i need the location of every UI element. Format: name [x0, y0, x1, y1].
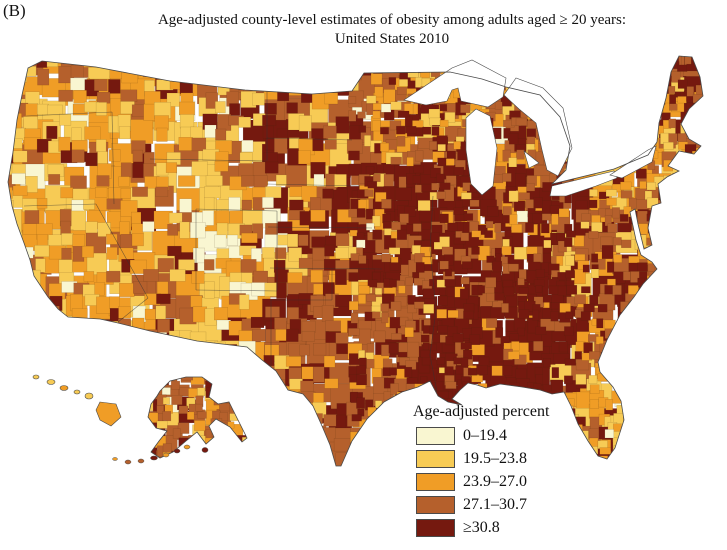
figure-title: Age-adjusted county-level estimates of o… — [92, 11, 692, 49]
figure-title-line2: United States 2010 — [334, 31, 450, 47]
figure-title-line1: Age-adjusted county-level estimates of o… — [157, 12, 627, 28]
legend-row: 27.1–30.7 — [416, 494, 549, 517]
alaska-coastline — [147, 376, 248, 459]
legend-class-label: 19.5–23.8 — [463, 449, 527, 467]
legend-row: 23.9–27.0 — [416, 470, 549, 493]
legend-swatch — [416, 449, 455, 468]
alaska-counties — [148, 377, 247, 458]
aleutian-islands — [112, 444, 209, 465]
state-borders — [23, 90, 438, 393]
legend-title: Age-adjusted percent — [413, 403, 550, 420]
legend-row: 0–19.4 — [416, 424, 549, 447]
panel-label: (B) — [3, 1, 26, 20]
legend-swatch — [416, 496, 455, 515]
lower48-coastline — [7, 55, 704, 467]
legend-class-label: 23.9–27.0 — [463, 472, 527, 490]
legend-class-label: 27.1–30.7 — [463, 496, 527, 514]
legend-swatch — [416, 519, 455, 538]
hawaii-big-island — [95, 401, 122, 427]
legend-rows: 0–19.4 19.5–23.8 23.9–27.0 27.1–30.7 ≥30.8 — [412, 424, 549, 540]
legend-class-label: ≥30.8 — [463, 519, 500, 537]
legend-swatch — [416, 426, 455, 445]
legend-swatch — [416, 472, 455, 491]
map-legend: Age-adjusted percent 0–19.4 19.5–23.8 23.9… — [412, 403, 549, 540]
legend-class-label: 0–19.4 — [463, 426, 507, 444]
legend-row: ≥30.8 — [416, 517, 549, 540]
great-lakes — [403, 59, 657, 197]
hawaii-islands — [32, 374, 122, 427]
legend-row: 19.5–23.8 — [416, 447, 549, 470]
